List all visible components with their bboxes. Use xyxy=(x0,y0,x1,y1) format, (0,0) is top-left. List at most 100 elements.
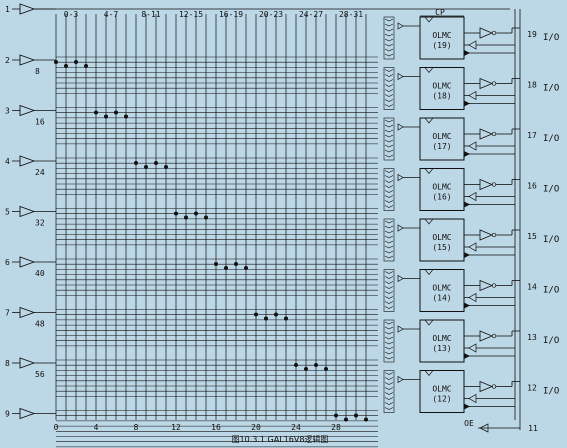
fuse-dot xyxy=(344,417,348,422)
diagram-labels: 0-3 4-7 8-11 12-15 16-19 20-23 24-27 28-310 4 8 12… xyxy=(5,5,559,433)
or-array-fuse xyxy=(384,341,394,345)
fuse-dot xyxy=(224,266,228,270)
or-gate-icon xyxy=(397,375,404,384)
fuse-dot xyxy=(294,363,298,367)
or-array-fuse xyxy=(384,397,394,400)
clock-marker-icon xyxy=(424,269,434,276)
oe-buffer-icon xyxy=(479,423,489,433)
or-array-fuse xyxy=(384,69,394,72)
fuse-dot xyxy=(194,211,198,216)
or-array-fuse xyxy=(384,79,394,82)
or-array-fuse xyxy=(384,154,394,158)
or-array-fuse xyxy=(384,119,394,123)
or-array-fuse xyxy=(384,331,394,335)
io-label: I/O xyxy=(543,235,559,245)
or-array-fuse xyxy=(384,195,394,198)
or-array-fuse xyxy=(384,129,394,133)
olmc-label: OLMC xyxy=(432,82,451,91)
olmc-number-label: (14) xyxy=(432,294,451,303)
or-array-fuse xyxy=(384,94,394,97)
olmc-box xyxy=(419,168,465,211)
pin-number-label: 5 xyxy=(5,208,10,217)
column-group-label: 0-3 xyxy=(64,10,79,19)
output-buffer-icon xyxy=(479,128,494,140)
or-array-fuse xyxy=(384,149,394,153)
or-array-fuse xyxy=(384,245,394,249)
or-array-fuse xyxy=(384,250,394,254)
output-buffer-icon xyxy=(479,330,494,342)
arrow-icon xyxy=(464,201,470,208)
fuse-dot xyxy=(254,312,258,317)
or-array-fuse xyxy=(384,220,394,224)
or-array-fuse xyxy=(384,33,394,37)
pin-number-label: 7 xyxy=(5,309,10,318)
olmc-number-label: (17) xyxy=(432,142,451,151)
arrow-icon xyxy=(464,403,470,410)
or-gate-icon xyxy=(397,123,404,131)
fuse-dot xyxy=(244,266,248,270)
fuse-dot xyxy=(74,60,78,64)
or-array-fuse xyxy=(384,230,394,234)
or-array-strip xyxy=(383,67,395,110)
or-array-fuse xyxy=(384,170,394,173)
or-gate-icon xyxy=(397,22,404,30)
or-array-fuse xyxy=(384,205,394,208)
fuse-dot xyxy=(174,211,178,216)
olmc-label: OLMC xyxy=(432,233,451,242)
or-array-fuse xyxy=(384,28,394,32)
column-group-label: 16-19 xyxy=(219,10,243,19)
olmc-label: OLMC xyxy=(432,334,451,343)
olmc-box xyxy=(419,269,465,312)
clock-marker-icon xyxy=(424,370,434,377)
fuse-dot xyxy=(144,165,148,169)
output-buffer-icon xyxy=(479,229,494,241)
arrow-icon xyxy=(464,353,470,359)
or-gate-icon xyxy=(397,224,404,232)
olmc-number-label: (18) xyxy=(432,92,451,101)
or-array-fuse xyxy=(384,23,394,27)
olmc-box xyxy=(419,319,465,363)
olmc-number-label: (12) xyxy=(432,395,451,404)
pin-number-label: 3 xyxy=(5,107,10,116)
io-label: I/O xyxy=(543,33,559,43)
and-array-grid xyxy=(12,3,521,448)
row-number-label: 16 xyxy=(35,118,45,127)
or-array-fuse xyxy=(384,392,394,395)
or-array-fuse xyxy=(384,180,394,183)
or-array-fuse xyxy=(384,351,394,355)
or-array-fuse xyxy=(384,190,394,193)
or-array-strip xyxy=(383,319,395,363)
olmc-number-label: (16) xyxy=(432,193,451,202)
pin-number-label: 1 xyxy=(5,5,10,14)
fuse-dot xyxy=(234,262,238,266)
arrow-icon xyxy=(464,151,470,157)
column-number-label: 12 xyxy=(171,423,181,432)
inverter-bubble-icon xyxy=(491,333,497,339)
fuse-dot xyxy=(324,367,328,371)
olmc-number-label: (19) xyxy=(432,41,451,50)
output-buffer-icon xyxy=(479,279,494,292)
or-array-fuse xyxy=(384,286,394,289)
arrow-icon xyxy=(464,252,470,258)
inverter-bubble-icon xyxy=(491,232,497,238)
or-array-fuse xyxy=(384,346,394,350)
fuse-dot xyxy=(184,215,188,220)
pin-number-label: 6 xyxy=(5,258,10,267)
or-array-strip xyxy=(383,218,395,262)
or-array-fuse xyxy=(384,255,394,259)
or-array-fuse xyxy=(384,326,394,330)
column-group-label: 12-15 xyxy=(179,10,203,19)
row-number-label: 24 xyxy=(35,168,45,177)
row-number-label: 32 xyxy=(35,219,45,228)
or-array-fuse xyxy=(384,372,394,375)
clock-marker-icon xyxy=(424,117,434,124)
fuse-dot xyxy=(84,64,88,68)
or-array-strip xyxy=(383,16,395,60)
arrow-icon xyxy=(464,50,470,56)
or-array-fuse xyxy=(384,134,394,138)
or-array-fuse xyxy=(384,38,394,42)
column-group-label: 4-7 xyxy=(104,10,119,19)
output-pin-number: 14 xyxy=(527,283,537,292)
output-pin-number: 15 xyxy=(527,232,537,241)
